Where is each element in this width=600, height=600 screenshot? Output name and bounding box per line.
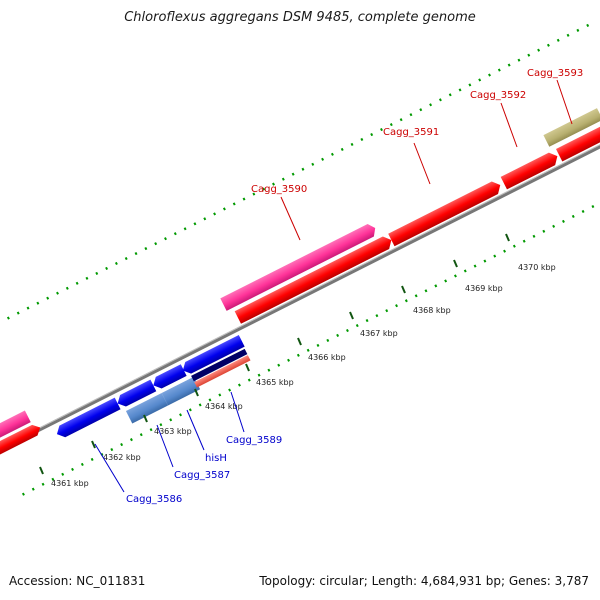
accession-label: Accession: NC_011831	[9, 574, 146, 588]
label-cagg-3589[interactable]: Cagg_3589	[226, 435, 282, 446]
gene-left-red[interactable]	[0, 422, 43, 463]
kbp-label-4361: 4361 kbp	[51, 479, 89, 488]
kbp-label-4366: 4366 kbp	[308, 353, 346, 362]
kbp-label-4367: 4367 kbp	[360, 329, 398, 338]
genome-backbone-highlight	[0, 123, 600, 458]
gene-cagg-3589[interactable]	[180, 334, 245, 376]
leader-cagg-3590	[280, 196, 301, 241]
leader-cagg-3586	[94, 443, 125, 493]
gene-cagg-3592[interactable]	[500, 150, 561, 190]
leader-cagg-3589	[230, 391, 245, 433]
kbp-label-4363: 4363 kbp	[154, 427, 192, 436]
gene-cagg-3587-steel[interactable]	[125, 392, 168, 424]
leader-cagg-3591	[413, 142, 431, 185]
kbp-label-4364: 4364 kbp	[205, 402, 243, 411]
kbp-label-4362: 4362 kbp	[103, 453, 141, 462]
label-cagg-3590[interactable]: Cagg_3590	[251, 184, 307, 195]
gene-cagg-3587[interactable]	[115, 379, 157, 410]
kbp-label-4368: 4368 kbp	[413, 306, 451, 315]
gene-cagg-3586[interactable]	[54, 397, 121, 440]
gene-cagg-3590-pink[interactable]	[220, 222, 378, 311]
inner-tick-track	[21, 168, 600, 496]
map-title: Chloroflexus aggregans DSM 9485, complet…	[124, 10, 476, 25]
kbp-label-4365: 4365 kbp	[256, 378, 294, 387]
label-cagg-3593[interactable]: Cagg_3593	[527, 68, 583, 79]
label-cagg-3592[interactable]: Cagg_3592	[470, 90, 526, 101]
leader-cagg-3592	[500, 102, 518, 148]
gene-cagg-3593-olive[interactable]	[543, 108, 600, 147]
leader-cagg-3587	[156, 424, 174, 468]
gene-hisH-steel[interactable]	[161, 376, 201, 406]
label-cagg-3591[interactable]: Cagg_3591	[383, 127, 439, 138]
kbp-label-4370: 4370 kbp	[518, 263, 556, 272]
gene-cagg-3589-navy[interactable]	[191, 348, 248, 382]
gene-cagg-3593[interactable]	[555, 116, 600, 162]
genome-summary: Topology: circular; Length: 4,684,931 bp…	[259, 574, 589, 588]
kbp-label-4369: 4369 kbp	[465, 284, 503, 293]
gene-cagg-3589-salmon[interactable]	[194, 355, 251, 388]
gene-cagg-3591[interactable]	[388, 179, 503, 247]
genome-backbone	[0, 124, 600, 461]
gene-cagg-3590[interactable]	[234, 234, 395, 324]
kbp-tick-marks	[39, 233, 510, 475]
gene-left-pink[interactable]	[0, 410, 31, 450]
label-cagg-3586[interactable]: Cagg_3586	[126, 494, 182, 505]
label-cagg-3587[interactable]: Cagg_3587	[174, 470, 230, 481]
label-hisH[interactable]: hisH	[205, 453, 227, 464]
gene-hisH[interactable]	[150, 364, 187, 391]
leader-cagg-3593	[556, 79, 573, 125]
leader-hisH	[186, 409, 205, 451]
